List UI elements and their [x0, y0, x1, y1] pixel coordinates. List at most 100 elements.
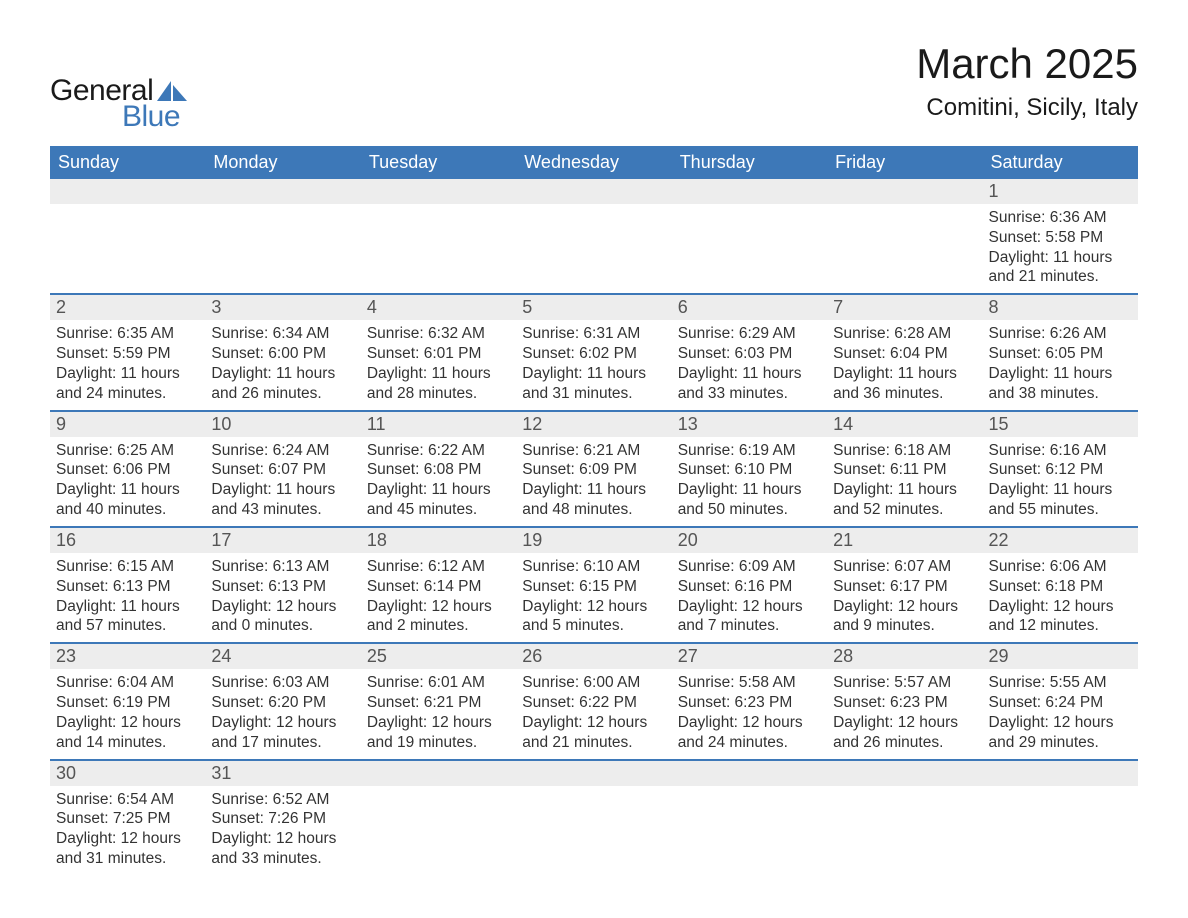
day-number: 15	[983, 412, 1138, 437]
sunrise-text: Sunrise: 6:54 AM	[56, 790, 199, 810]
day-body	[983, 786, 1138, 806]
day-number: 24	[205, 644, 360, 669]
sunrise-text: Sunrise: 6:07 AM	[833, 557, 976, 577]
day-body: Sunrise: 6:21 AMSunset: 6:09 PMDaylight:…	[516, 437, 671, 526]
daylight-text: Daylight: 12 hours	[211, 829, 354, 849]
day-body: Sunrise: 6:35 AMSunset: 5:59 PMDaylight:…	[50, 320, 205, 409]
day-number	[50, 179, 205, 204]
day-number: 22	[983, 528, 1138, 553]
calendar-cell	[361, 179, 516, 294]
sunset-text: Sunset: 6:06 PM	[56, 460, 199, 480]
day-number: 21	[827, 528, 982, 553]
daylight-text: Daylight: 11 hours	[678, 364, 821, 384]
sunrise-text: Sunrise: 6:52 AM	[211, 790, 354, 810]
day-number: 14	[827, 412, 982, 437]
logo-text-blue: Blue	[122, 100, 187, 134]
day-number	[361, 761, 516, 786]
day-number: 12	[516, 412, 671, 437]
daylight-text: Daylight: 11 hours	[678, 480, 821, 500]
daylight-text: Daylight: 11 hours	[989, 480, 1132, 500]
calendar-cell: 2Sunrise: 6:35 AMSunset: 5:59 PMDaylight…	[50, 294, 205, 410]
sunset-text: Sunset: 6:20 PM	[211, 693, 354, 713]
day-number: 6	[672, 295, 827, 320]
day-body: Sunrise: 5:58 AMSunset: 6:23 PMDaylight:…	[672, 669, 827, 758]
daylight-text: Daylight: 11 hours	[522, 364, 665, 384]
sunset-text: Sunset: 6:17 PM	[833, 577, 976, 597]
daylight-text: Daylight: 12 hours	[522, 597, 665, 617]
daylight-text: and 21 minutes.	[989, 267, 1132, 287]
day-body	[516, 204, 671, 224]
sunset-text: Sunset: 6:23 PM	[833, 693, 976, 713]
day-number	[361, 179, 516, 204]
calendar-cell: 6Sunrise: 6:29 AMSunset: 6:03 PMDaylight…	[672, 294, 827, 410]
calendar-cell: 25Sunrise: 6:01 AMSunset: 6:21 PMDayligh…	[361, 643, 516, 759]
calendar-cell	[361, 760, 516, 875]
calendar-cell	[827, 760, 982, 875]
sunset-text: Sunset: 6:07 PM	[211, 460, 354, 480]
sunset-text: Sunset: 6:04 PM	[833, 344, 976, 364]
calendar-cell: 16Sunrise: 6:15 AMSunset: 6:13 PMDayligh…	[50, 527, 205, 643]
day-body	[672, 204, 827, 224]
day-body: Sunrise: 5:55 AMSunset: 6:24 PMDaylight:…	[983, 669, 1138, 758]
daylight-text: and 28 minutes.	[367, 384, 510, 404]
sunrise-text: Sunrise: 6:09 AM	[678, 557, 821, 577]
day-number: 26	[516, 644, 671, 669]
sunrise-text: Sunrise: 6:10 AM	[522, 557, 665, 577]
day-body: Sunrise: 6:13 AMSunset: 6:13 PMDaylight:…	[205, 553, 360, 642]
daylight-text: and 29 minutes.	[989, 733, 1132, 753]
sunrise-text: Sunrise: 6:12 AM	[367, 557, 510, 577]
day-body: Sunrise: 6:06 AMSunset: 6:18 PMDaylight:…	[983, 553, 1138, 642]
dow-header: Friday	[827, 146, 982, 179]
calendar-cell: 20 Sunrise: 6:09 AMSunset: 6:16 PMDayligh…	[672, 527, 827, 643]
day-body: Sunrise: 6:12 AMSunset: 6:14 PMDaylight:…	[361, 553, 516, 642]
daylight-text: Daylight: 11 hours	[833, 480, 976, 500]
day-body: Sunrise: 6:32 AMSunset: 6:01 PMDaylight:…	[361, 320, 516, 409]
day-body: Sunrise: 6:26 AMSunset: 6:05 PMDaylight:…	[983, 320, 1138, 409]
daylight-text: and 43 minutes.	[211, 500, 354, 520]
day-body	[672, 786, 827, 806]
calendar-cell: 13Sunrise: 6:19 AMSunset: 6:10 PMDayligh…	[672, 411, 827, 527]
day-body	[516, 786, 671, 806]
day-number: 19	[516, 528, 671, 553]
day-body: Sunrise: 6:34 AMSunset: 6:00 PMDaylight:…	[205, 320, 360, 409]
day-body: Sunrise: 5:57 AMSunset: 6:23 PMDaylight:…	[827, 669, 982, 758]
sunrise-text: Sunrise: 6:31 AM	[522, 324, 665, 344]
calendar-row: 23Sunrise: 6:04 AMSunset: 6:19 PMDayligh…	[50, 643, 1138, 759]
sunset-text: Sunset: 6:10 PM	[678, 460, 821, 480]
sunset-text: Sunset: 7:25 PM	[56, 809, 199, 829]
dow-header: Saturday	[983, 146, 1138, 179]
calendar-cell	[672, 179, 827, 294]
day-body: Sunrise: 6:29 AMSunset: 6:03 PMDaylight:…	[672, 320, 827, 409]
sunset-text: Sunset: 6:21 PM	[367, 693, 510, 713]
sunset-text: Sunset: 6:05 PM	[989, 344, 1132, 364]
day-number: 20	[672, 528, 827, 553]
daylight-text: and 55 minutes.	[989, 500, 1132, 520]
sunrise-text: Sunrise: 6:15 AM	[56, 557, 199, 577]
daylight-text: and 24 minutes.	[678, 733, 821, 753]
sunset-text: Sunset: 6:16 PM	[678, 577, 821, 597]
daylight-text: and 7 minutes.	[678, 616, 821, 636]
daylight-text: and 14 minutes.	[56, 733, 199, 753]
daylight-text: Daylight: 12 hours	[678, 597, 821, 617]
sunrise-text: Sunrise: 6:36 AM	[989, 208, 1132, 228]
sunset-text: Sunset: 6:24 PM	[989, 693, 1132, 713]
day-body: Sunrise: 6:22 AMSunset: 6:08 PMDaylight:…	[361, 437, 516, 526]
sunset-text: Sunset: 6:19 PM	[56, 693, 199, 713]
sunrise-text: Sunrise: 6:21 AM	[522, 441, 665, 461]
day-body: Sunrise: 6:04 AMSunset: 6:19 PMDaylight:…	[50, 669, 205, 758]
calendar-cell: 18Sunrise: 6:12 AMSunset: 6:14 PMDayligh…	[361, 527, 516, 643]
day-number	[516, 179, 671, 204]
day-body: Sunrise: 6:19 AMSunset: 6:10 PMDaylight:…	[672, 437, 827, 526]
calendar-cell	[983, 760, 1138, 875]
day-number: 27	[672, 644, 827, 669]
dow-header: Tuesday	[361, 146, 516, 179]
sunset-text: Sunset: 5:58 PM	[989, 228, 1132, 248]
daylight-text: Daylight: 12 hours	[211, 713, 354, 733]
day-body: Sunrise: 6:10 AMSunset: 6:15 PMDaylight:…	[516, 553, 671, 642]
daylight-text: and 19 minutes.	[367, 733, 510, 753]
sunrise-text: Sunrise: 6:28 AM	[833, 324, 976, 344]
calendar-row: 9Sunrise: 6:25 AMSunset: 6:06 PMDaylight…	[50, 411, 1138, 527]
calendar-body: 1Sunrise: 6:36 AMSunset: 5:58 PMDaylight…	[50, 179, 1138, 875]
day-number: 16	[50, 528, 205, 553]
dow-header: Thursday	[672, 146, 827, 179]
